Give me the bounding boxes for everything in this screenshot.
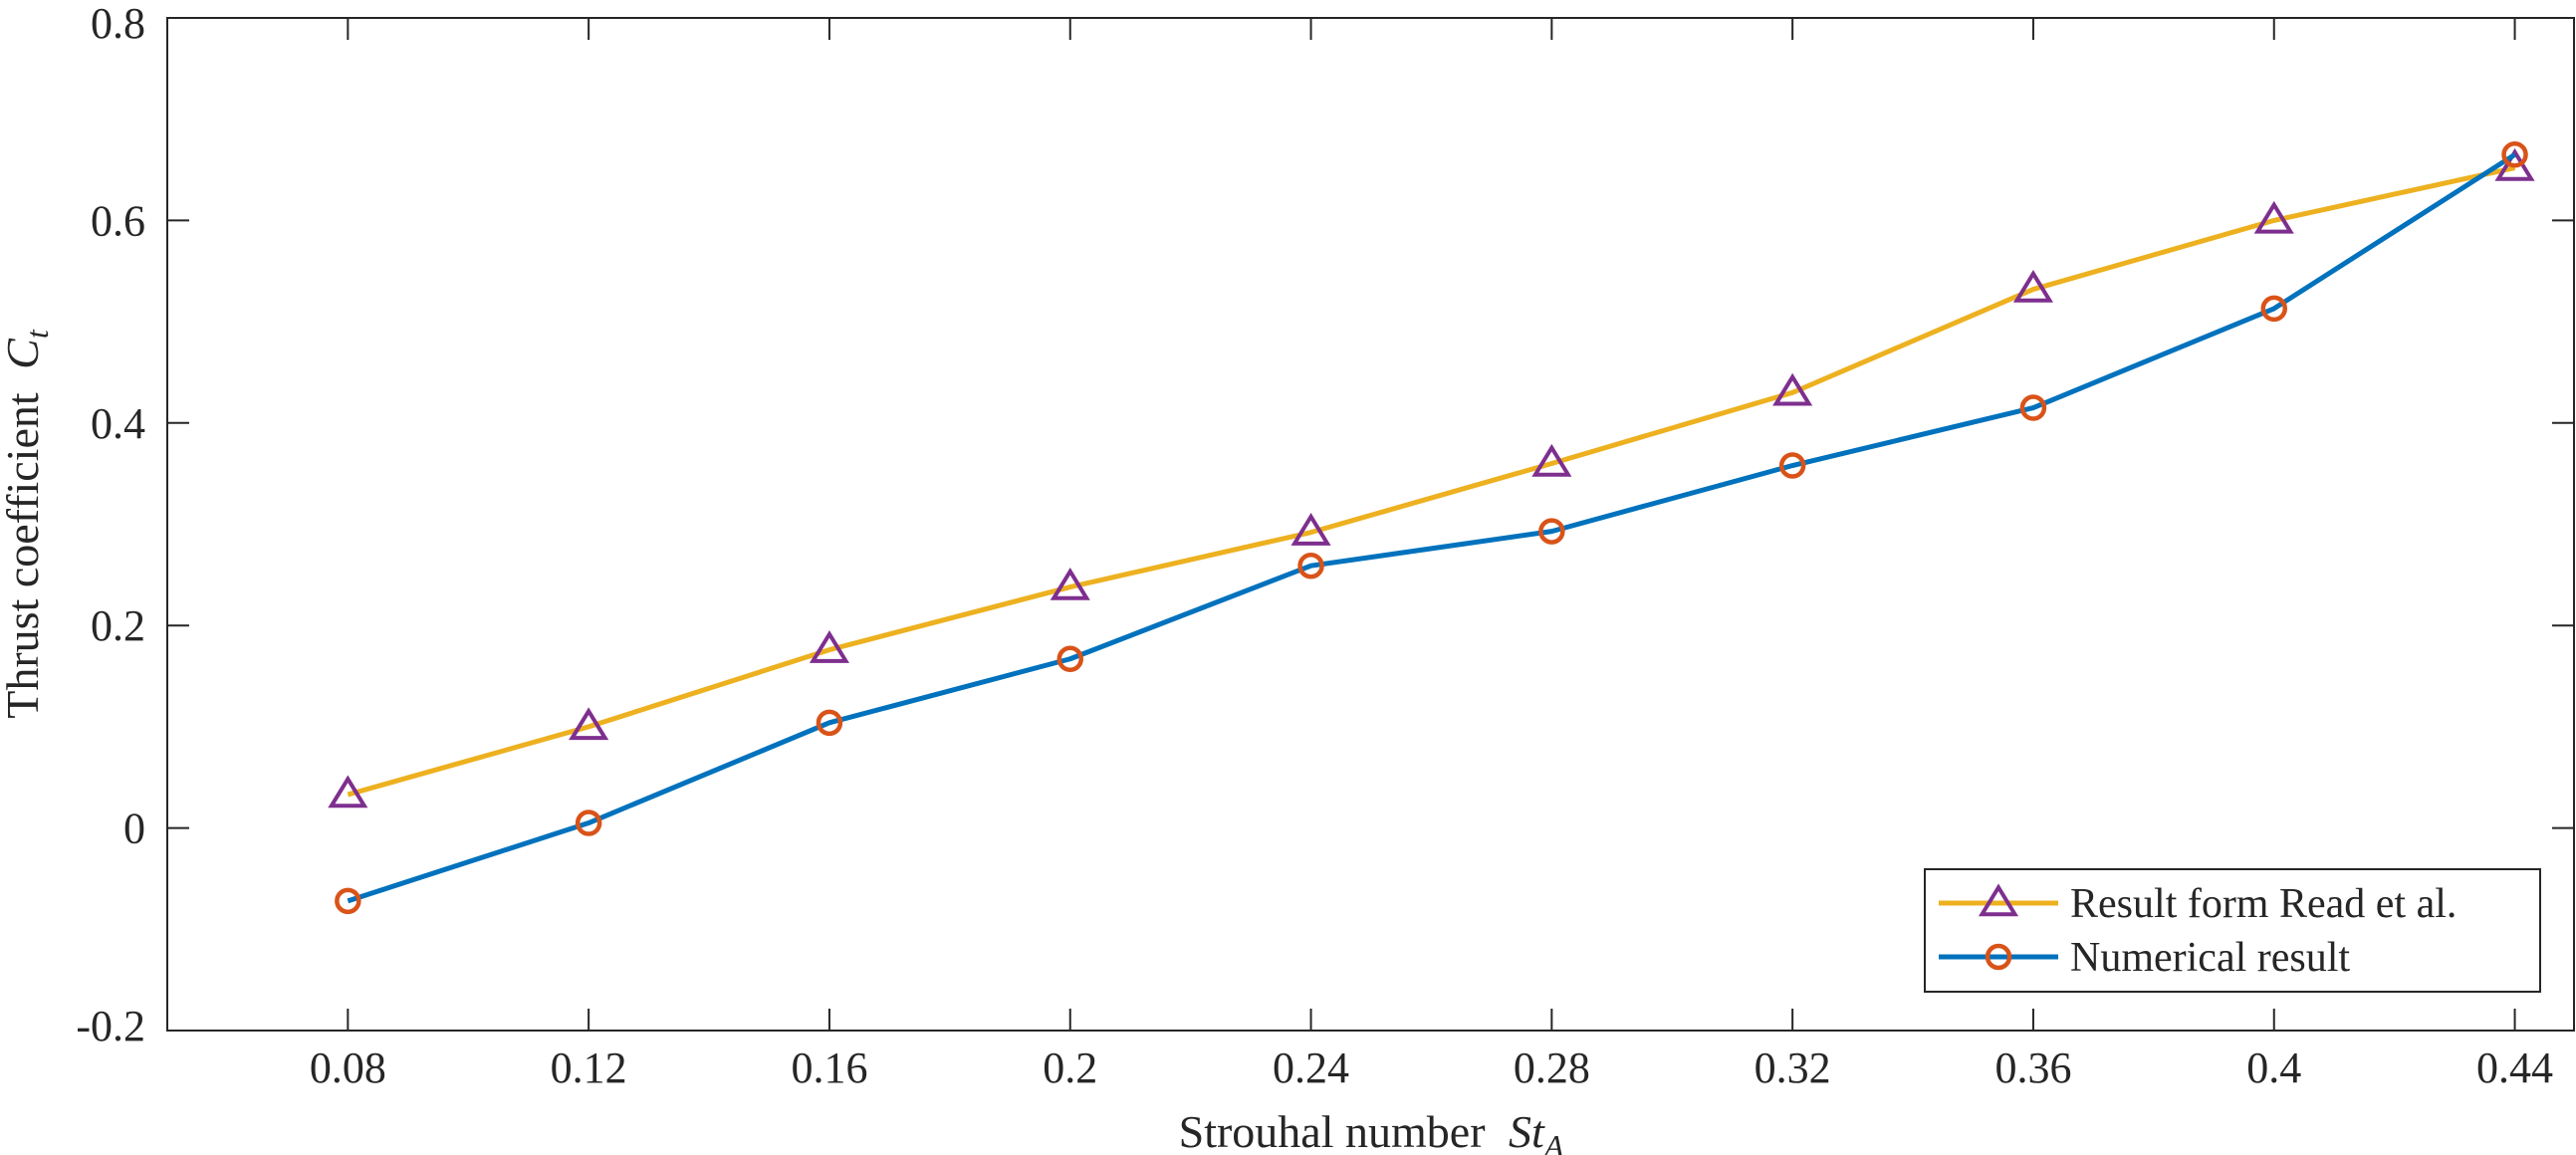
y-tick-label: 0.2 (91, 601, 145, 650)
data-point-triangle (2253, 200, 2294, 234)
y-tick-label: -0.2 (76, 1002, 145, 1050)
x-tick-label: 0.28 (1514, 1043, 1590, 1092)
data-point-triangle (1531, 443, 1572, 477)
x-axis-label-text: Strouhal number (1179, 1106, 1486, 1155)
data-point-triangle (569, 707, 609, 741)
legend-entry: Result form Read et al. (1939, 881, 2457, 927)
data-point-circle (1778, 452, 1806, 479)
data-point-triangle (1772, 372, 1813, 406)
legend-box (1924, 868, 2541, 993)
data-point-circle (816, 709, 843, 737)
data-point-circle (1056, 645, 1083, 673)
x-tick-label: 0.4 (2246, 1043, 2301, 1092)
data-point-circle (575, 809, 602, 836)
x-tick-label: 0.2 (1043, 1043, 1097, 1092)
legend-items: Result form Read et al. Numerical result (1939, 881, 2457, 981)
legend-entry: Numerical result (1939, 935, 2350, 981)
y-tick-label: 0.4 (91, 399, 145, 448)
y-tick-label: 0.8 (91, 0, 145, 48)
data-point-triangle (328, 775, 368, 808)
y-axis-label-math-sub: t (19, 329, 55, 339)
x-axis-label-math-sub: A (1542, 1128, 1564, 1155)
data-point-triangle (809, 630, 850, 663)
legend-marker-circle (1985, 943, 2012, 971)
x-tick-label: 0.16 (791, 1043, 867, 1092)
y-axis-label-text: Thrust coefficient (0, 392, 48, 719)
data-point-circle (1538, 518, 1565, 545)
ticks-layer: 0.08 0.12 0.16 0.2 0.24 0.28 0.32 0.36 0.4 0.44 -0… (76, 0, 2574, 1092)
x-tick-label: 0.32 (1755, 1043, 1831, 1092)
legend: Result form Read et al. Numerical result (1924, 868, 2541, 993)
data-point-circle (2260, 295, 2287, 323)
data-point-circle (1297, 552, 1324, 579)
data-point-triangle (1290, 513, 1331, 546)
data-point-triangle (1050, 567, 1090, 600)
series-line (347, 165, 2516, 798)
plot-area-frame (166, 17, 2575, 1032)
x-tick-label: 0.08 (310, 1043, 386, 1092)
legend-marker-triangle (1978, 883, 2019, 917)
x-axis-label: Strouhal number StA (1179, 1106, 1564, 1155)
y-tick-label: 0 (123, 805, 145, 853)
series-layer (328, 141, 2535, 915)
y-tick-label: 0.6 (91, 196, 145, 245)
data-point-circle (2501, 141, 2528, 168)
legend-label: Numerical result (2070, 935, 2350, 981)
y-axis-label-math: C (0, 338, 48, 369)
x-axis-label-math: St (1509, 1106, 1545, 1155)
data-point-triangle (2494, 147, 2535, 181)
x-tick-label: 0.36 (1994, 1043, 2071, 1092)
x-tick-label: 0.24 (1273, 1043, 1349, 1092)
series-line (347, 152, 2516, 904)
data-point-triangle (2012, 269, 2054, 303)
y-axis-label: Thrust coefficient Ct (0, 329, 55, 719)
data-point-circle (2019, 394, 2047, 421)
x-tick-label: 0.44 (2476, 1043, 2553, 1092)
series-1 (328, 147, 2535, 808)
legend-label: Result form Read et al. (2070, 881, 2457, 927)
series-2 (335, 141, 2528, 915)
data-point-circle (335, 887, 361, 915)
x-tick-label: 0.12 (551, 1043, 627, 1092)
